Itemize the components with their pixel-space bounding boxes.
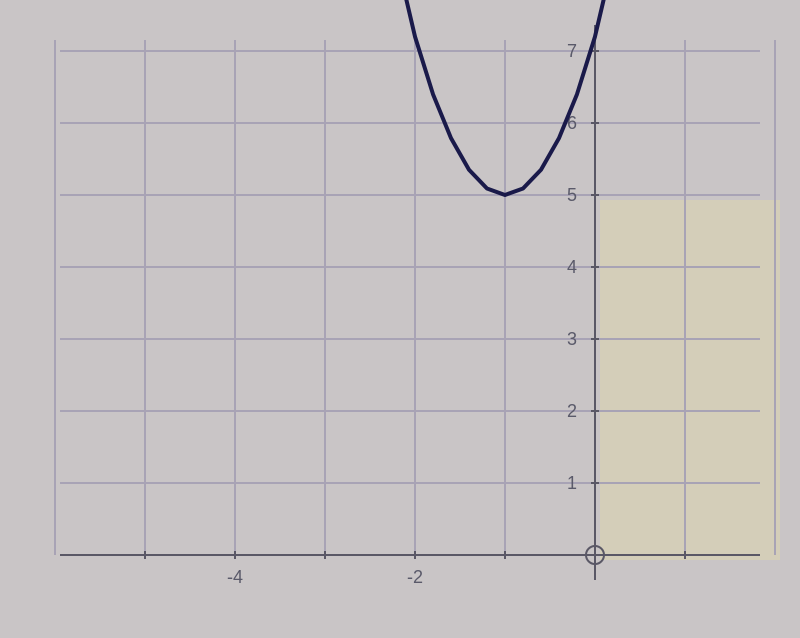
svg-text:7: 7 <box>567 41 577 61</box>
svg-text:3: 3 <box>567 329 577 349</box>
svg-text:5: 5 <box>567 185 577 205</box>
chart-svg: -4-21234567 <box>0 0 800 638</box>
svg-text:4: 4 <box>567 257 577 277</box>
svg-text:-4: -4 <box>227 567 243 587</box>
parabola-chart: -4-21234567 <box>0 0 800 638</box>
svg-text:1: 1 <box>567 473 577 493</box>
svg-text:-2: -2 <box>407 567 423 587</box>
svg-text:2: 2 <box>567 401 577 421</box>
